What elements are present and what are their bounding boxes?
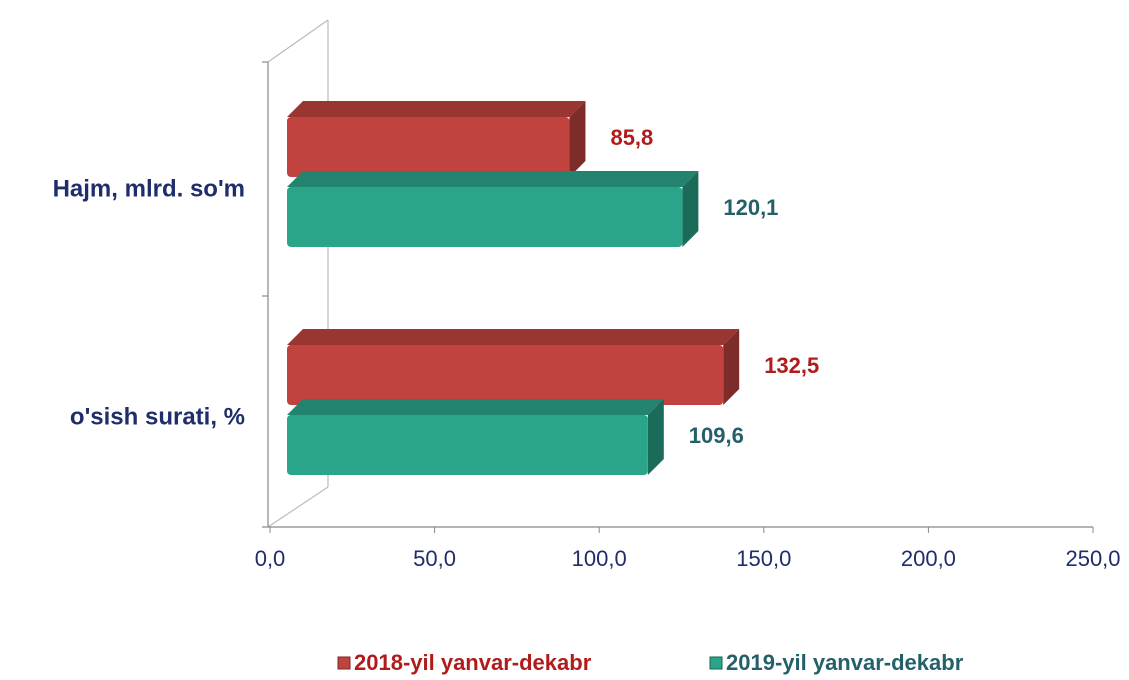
bar-side bbox=[682, 171, 699, 247]
data-label: 120,1 bbox=[723, 195, 778, 220]
bar-side bbox=[723, 329, 740, 405]
bar bbox=[287, 187, 683, 247]
bar bbox=[287, 345, 724, 405]
x-tick-label: 200,0 bbox=[901, 546, 956, 571]
x-tick-label: 250,0 bbox=[1065, 546, 1120, 571]
bar bbox=[287, 117, 570, 177]
bar-top bbox=[287, 171, 699, 187]
legend-label: 2018-yil yanvar-dekabr bbox=[354, 650, 592, 675]
x-tick-label: 100,0 bbox=[572, 546, 627, 571]
bar-top bbox=[287, 399, 664, 415]
bar bbox=[287, 415, 648, 475]
y-tick-label: o'sish surati, % bbox=[70, 403, 245, 430]
legend-swatch bbox=[337, 656, 351, 670]
bar-top bbox=[287, 101, 586, 117]
bar-side bbox=[647, 399, 664, 475]
data-label: 132,5 bbox=[764, 353, 819, 378]
legend-swatch bbox=[709, 656, 723, 670]
data-label: 85,8 bbox=[610, 125, 653, 150]
x-tick-label: 50,0 bbox=[413, 546, 456, 571]
data-label: 109,6 bbox=[689, 423, 744, 448]
x-tick-label: 0,0 bbox=[255, 546, 286, 571]
y-tick-label: Hajm, mlrd. so'm bbox=[53, 175, 245, 202]
bar-top bbox=[287, 329, 740, 345]
bar-side bbox=[569, 101, 586, 177]
legend-label: 2019-yil yanvar-dekabr bbox=[726, 650, 964, 675]
x-tick-label: 150,0 bbox=[736, 546, 791, 571]
